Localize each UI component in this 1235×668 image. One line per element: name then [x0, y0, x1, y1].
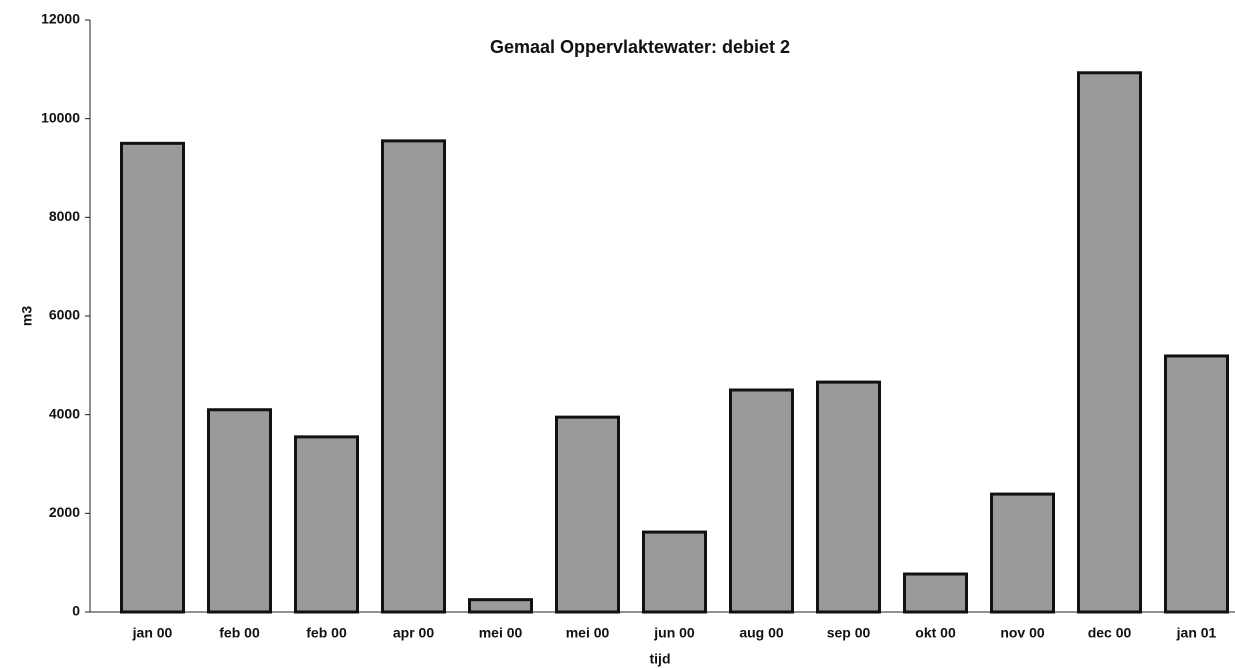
- bar: [1077, 71, 1142, 614]
- y-tick-label: 6000: [49, 307, 80, 323]
- x-tick-label: mei 00: [479, 625, 523, 641]
- x-axis-label: tijd: [650, 651, 671, 667]
- y-axis-label: m3: [19, 306, 35, 326]
- x-tick-label: aug 00: [739, 625, 784, 641]
- x-tick-label: jan 01: [1176, 625, 1217, 641]
- y-tick-label: 10000: [41, 109, 80, 125]
- x-tick-label: feb 00: [219, 625, 260, 641]
- bar: [1164, 354, 1229, 614]
- bar: [381, 139, 446, 614]
- bar: [816, 380, 881, 614]
- y-tick-label: 8000: [49, 208, 80, 224]
- bar: [555, 415, 620, 614]
- x-tick-label: okt 00: [915, 625, 956, 641]
- x-tick-label: mei 00: [566, 625, 610, 641]
- x-tick-label: apr 00: [393, 625, 434, 641]
- bar: [294, 435, 359, 614]
- bar: [120, 141, 185, 614]
- chart-title: Gemaal Oppervlaktewater: debiet 2: [490, 37, 790, 57]
- bar: [468, 598, 533, 614]
- y-tick-label: 4000: [49, 405, 80, 421]
- bar: [207, 408, 272, 614]
- bar: [642, 530, 707, 614]
- x-tick-label: feb 00: [306, 625, 347, 641]
- x-tick-label: dec 00: [1088, 625, 1132, 641]
- x-tick-label: jan 00: [132, 625, 173, 641]
- bar: [729, 388, 794, 614]
- y-tick-label: 12000: [41, 11, 80, 27]
- y-tick-label: 2000: [49, 504, 80, 520]
- x-tick-label: jun 00: [653, 625, 695, 641]
- bar: [990, 492, 1055, 614]
- x-tick-label: nov 00: [1000, 625, 1045, 641]
- bar: [903, 572, 968, 614]
- x-tick-label: sep 00: [827, 625, 871, 641]
- y-tick-label: 0: [72, 603, 80, 619]
